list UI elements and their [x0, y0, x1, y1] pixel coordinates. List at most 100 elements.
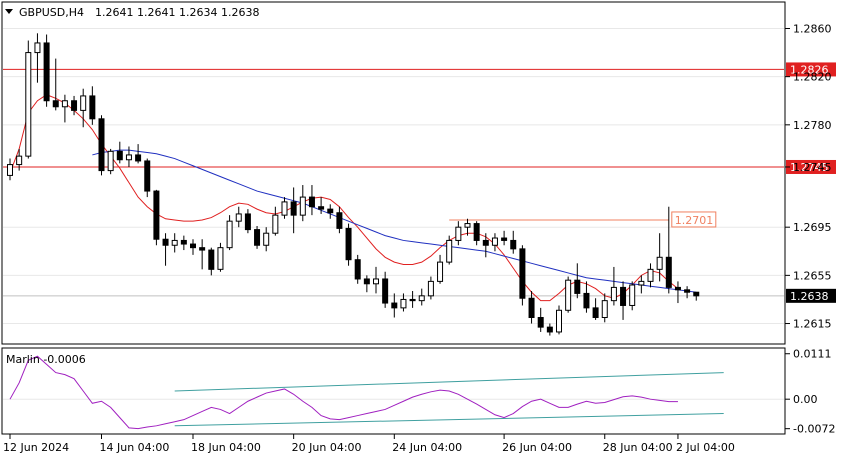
candle-body [7, 164, 13, 176]
candle [684, 286, 691, 299]
candle [89, 86, 96, 125]
candle-body [34, 42, 41, 54]
candle [363, 275, 370, 293]
candle-body [162, 238, 169, 246]
candle [345, 223, 352, 266]
candle [235, 206, 242, 228]
candle-body [464, 223, 471, 228]
candle-body [427, 280, 434, 297]
candle-body [125, 154, 132, 161]
price-axis: 1.2860 1.2820 1.2780 1.2745 1.2695 1.2655 1.26… [785, 22, 836, 331]
candle-body [629, 284, 636, 306]
candle [7, 158, 13, 181]
candle-body [327, 208, 334, 214]
candle [455, 221, 462, 246]
candle-body [647, 268, 654, 282]
candle [144, 158, 151, 198]
channel_upper-line [174, 372, 724, 392]
candle [546, 323, 553, 336]
candle-body [674, 286, 681, 291]
candle-body [418, 295, 425, 302]
candle-body [135, 154, 142, 162]
candle [299, 185, 306, 222]
candle [574, 263, 581, 299]
candle-body [254, 229, 261, 246]
candle [537, 307, 544, 332]
y-tick-label: 1.2615 [793, 318, 832, 331]
candle [244, 209, 251, 234]
candle [308, 185, 315, 216]
candle-body [336, 212, 343, 229]
candle-body [299, 196, 306, 216]
candle-body [491, 237, 498, 246]
time-axis: 12 Jun 2024 14 Jun 04:00 18 Jun 04:00 20 Ju… [3, 434, 735, 454]
candle [427, 276, 434, 300]
indicator-plot: 0.0111 0.00 -0.0072 [3, 348, 835, 436]
candle-body [391, 302, 398, 309]
ind-tick-label: -0.0072 [793, 423, 835, 436]
candle [446, 235, 453, 265]
candle [610, 266, 617, 306]
candle-body [373, 278, 379, 285]
candle [16, 148, 23, 171]
candle-body [510, 239, 517, 250]
candle-body [610, 286, 617, 302]
candle-body [153, 190, 160, 240]
candle [601, 293, 608, 323]
candle [464, 218, 471, 236]
candle-body [308, 196, 315, 208]
candle-body [71, 100, 78, 111]
candle [226, 215, 233, 251]
candle [373, 266, 379, 294]
candle-body [592, 307, 599, 319]
candle [135, 144, 142, 164]
candle [107, 148, 114, 175]
candle [61, 94, 68, 123]
candle [583, 281, 590, 313]
candle-body [244, 213, 251, 231]
candle-body [180, 239, 187, 245]
candle [556, 305, 562, 335]
candle [116, 141, 123, 164]
resistance-label: 1.2701 [675, 214, 714, 227]
y-tick-label: 1.2655 [793, 269, 832, 282]
candle [190, 239, 196, 255]
symbol-menu-icon[interactable] [5, 9, 13, 14]
candle [418, 288, 425, 306]
candle [153, 189, 160, 246]
level-price-label: 1.2826 [790, 63, 829, 76]
candle [336, 206, 343, 234]
candle [473, 221, 480, 246]
candle-body [519, 248, 526, 299]
candle-body [638, 280, 645, 286]
candle-body [400, 298, 407, 309]
x-tick-label: 2 Jul 04:00 [676, 441, 735, 454]
candle-body [409, 298, 416, 302]
candle [693, 291, 700, 301]
candle-body [272, 214, 279, 234]
candle [281, 197, 288, 219]
candle-body [482, 239, 489, 246]
candle [125, 146, 132, 167]
candle [665, 206, 672, 294]
candle [528, 291, 535, 324]
candle [647, 263, 654, 288]
candle [629, 281, 636, 311]
candle-body [382, 278, 389, 304]
candle [592, 298, 599, 320]
level-price-tag [786, 159, 836, 174]
candle-body [684, 289, 691, 293]
candle-body [98, 118, 105, 172]
candle-body [693, 291, 700, 297]
grid-layer [3, 27, 784, 325]
candle-body [281, 201, 288, 216]
candle [43, 34, 50, 107]
candle-body [190, 243, 196, 249]
candle-body [199, 247, 206, 251]
candle-body [61, 100, 68, 108]
candle [180, 235, 187, 251]
candle [354, 254, 361, 284]
candle-body [665, 256, 672, 288]
candle [565, 276, 572, 313]
